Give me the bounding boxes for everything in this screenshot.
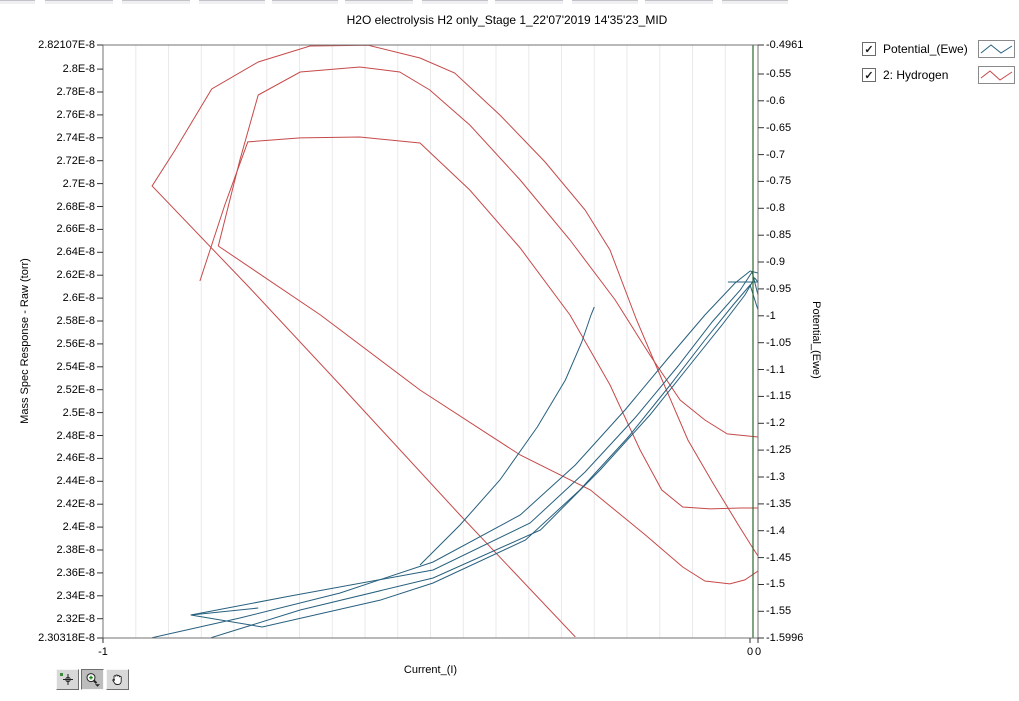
left-axis-tick-label: 2.5E-8 — [62, 406, 95, 419]
left-axis-tick-label: 2.42E-8 — [56, 498, 95, 511]
legend-item-label[interactable]: Potential_(Ewe) — [883, 42, 968, 56]
left-axis-tick-label: 2.44E-8 — [56, 475, 95, 488]
x-axis-tick-label: 0 — [754, 646, 762, 658]
legend-line-sample-potential[interactable] — [978, 40, 1015, 58]
left-axis-tick-label: 2.66E-8 — [56, 223, 95, 236]
left-axis-tick-label: 2.52E-8 — [56, 383, 95, 396]
x-axis-tick-label: 0 — [746, 646, 754, 658]
graph-toolbar — [56, 669, 131, 690]
left-axis-tick-label: 2.46E-8 — [56, 452, 95, 465]
legend-line-sample-hydrogen[interactable] — [978, 66, 1015, 84]
right-axis-tick-label: -1.5 — [766, 578, 785, 591]
cropped-window-chrome-segment — [645, 0, 713, 4]
cropped-window-chrome-segment — [199, 0, 265, 4]
left-axis-tick-label: 2.8E-8 — [62, 63, 95, 76]
cropped-window-chrome-segment — [572, 0, 638, 4]
right-axis-tick-label: -1.55 — [766, 605, 792, 618]
left-axis-tick-label: 2.64E-8 — [56, 246, 95, 259]
cursor-tool-button[interactable] — [56, 669, 79, 690]
cropped-window-chrome-segment — [722, 0, 788, 4]
right-axis-tick-label: -0.4961 — [766, 39, 804, 51]
left-axis-tick-label: 2.54E-8 — [56, 360, 95, 373]
chart-title: H2O electrolysis H2 only_Stage 1_22'07'2… — [346, 13, 668, 27]
series-line-hydrogen — [151, 45, 758, 638]
left-axis-tick-label: 2.38E-8 — [56, 544, 95, 557]
legend-item-label[interactable]: 2: Hydrogen — [883, 68, 949, 82]
left-axis-tick-label: 2.82107E-8 — [38, 39, 95, 51]
left-axis-tick-label: 2.76E-8 — [56, 108, 95, 121]
right-axis-tick-label: -1.4 — [766, 524, 785, 537]
cropped-window-chrome-segment — [495, 0, 563, 4]
magnifier-icon — [86, 673, 100, 687]
series-line-potential — [190, 283, 758, 628]
cropped-window-chrome-segment — [272, 0, 338, 4]
crosshair-icon — [60, 673, 73, 685]
left-axis-tick-label: 2.6E-8 — [62, 292, 95, 305]
right-axis-tick-label: -1.05 — [766, 336, 792, 349]
left-axis-tick-label: 2.58E-8 — [56, 315, 95, 328]
left-axis-tick-label: 2.30318E-8 — [38, 632, 95, 644]
right-axis-tick-label: -0.65 — [766, 121, 792, 134]
right-axis-tick-label: -1.5996 — [766, 632, 804, 644]
left-axis-tick-label: 2.34E-8 — [56, 589, 95, 602]
left-axis-tick-label: 2.72E-8 — [56, 154, 95, 167]
legend-checkbox-hydrogen[interactable]: ✓ — [862, 68, 876, 82]
right-axis-tick-label: -0.8 — [766, 202, 785, 215]
series-line-hydrogen — [218, 245, 758, 585]
zoom-tool-button[interactable] — [81, 669, 104, 690]
right-axis-tick-label: -0.7 — [766, 148, 785, 161]
right-axis-tick-label: -0.95 — [766, 282, 792, 295]
right-axis-tick-label: -0.55 — [766, 67, 792, 80]
right-axis-tick-label: -1.1 — [766, 363, 785, 376]
legend-zigzag-icon — [980, 70, 1013, 81]
series-line-hydrogen — [199, 136, 758, 510]
legend-item-hydrogen: ✓ 2: Hydrogen — [862, 66, 1015, 84]
right-axis-tick-label: -1.25 — [766, 444, 792, 457]
x-axis-tick-label: -1 — [98, 646, 108, 658]
hand-icon — [112, 674, 122, 685]
cropped-window-chrome-segment — [0, 0, 35, 4]
plot-frame — [102, 44, 759, 639]
series-line-potential — [190, 270, 758, 616]
cropped-window-chrome-segment — [345, 0, 413, 4]
cropped-window-chrome-segment — [45, 0, 113, 4]
legend-zigzag-icon — [980, 44, 1013, 54]
cropped-window-chrome-segment — [422, 0, 488, 4]
series-line-potential — [419, 306, 595, 566]
series-line-potential — [210, 277, 758, 638]
right-axis-tick-label: -0.9 — [766, 256, 785, 269]
series-line-hydrogen — [217, 66, 758, 438]
left-axis-tick-label: 2.7E-8 — [62, 177, 95, 190]
top-strip — [0, 0, 1019, 4]
right-axis-tick-label: -0.6 — [766, 94, 785, 107]
right-axis-tick-label: -1 — [766, 309, 776, 322]
pan-tool-button[interactable] — [106, 669, 129, 690]
right-axis-tick-label: -1.15 — [766, 390, 792, 403]
left-axis-tick-label: 2.74E-8 — [56, 131, 95, 144]
left-axis-tick-label: 2.48E-8 — [56, 429, 95, 442]
left-axis-tick-label: 2.62E-8 — [56, 269, 95, 282]
left-axis-tick-label: 2.68E-8 — [56, 200, 95, 213]
left-axis-tick-label: 2.32E-8 — [56, 612, 95, 625]
legend-checkbox-potential[interactable]: ✓ — [862, 42, 876, 56]
right-axis-tick-label: -1.35 — [766, 497, 792, 510]
right-axis-tick-label: -1.3 — [766, 471, 785, 483]
left-axis-tick-label: 2.4E-8 — [62, 521, 95, 534]
right-axis-tick-label: -1.2 — [766, 417, 785, 430]
right-axis-tick-label: -1.45 — [766, 551, 792, 564]
left-axis-tick-label: 2.56E-8 — [56, 337, 95, 350]
left-axis-tick-label: 2.78E-8 — [56, 86, 95, 99]
cropped-window-chrome-segment — [122, 0, 190, 4]
right-axis-tick-label: -0.85 — [766, 229, 792, 242]
x-axis-title: Current_(I) — [403, 664, 458, 676]
left-axis-tick-label: 2.36E-8 — [56, 566, 95, 579]
series-line-potential — [151, 270, 758, 638]
right-axis-tick-label: -0.75 — [766, 175, 792, 188]
legend-item-potential: ✓ Potential_(Ewe) — [862, 40, 1015, 58]
